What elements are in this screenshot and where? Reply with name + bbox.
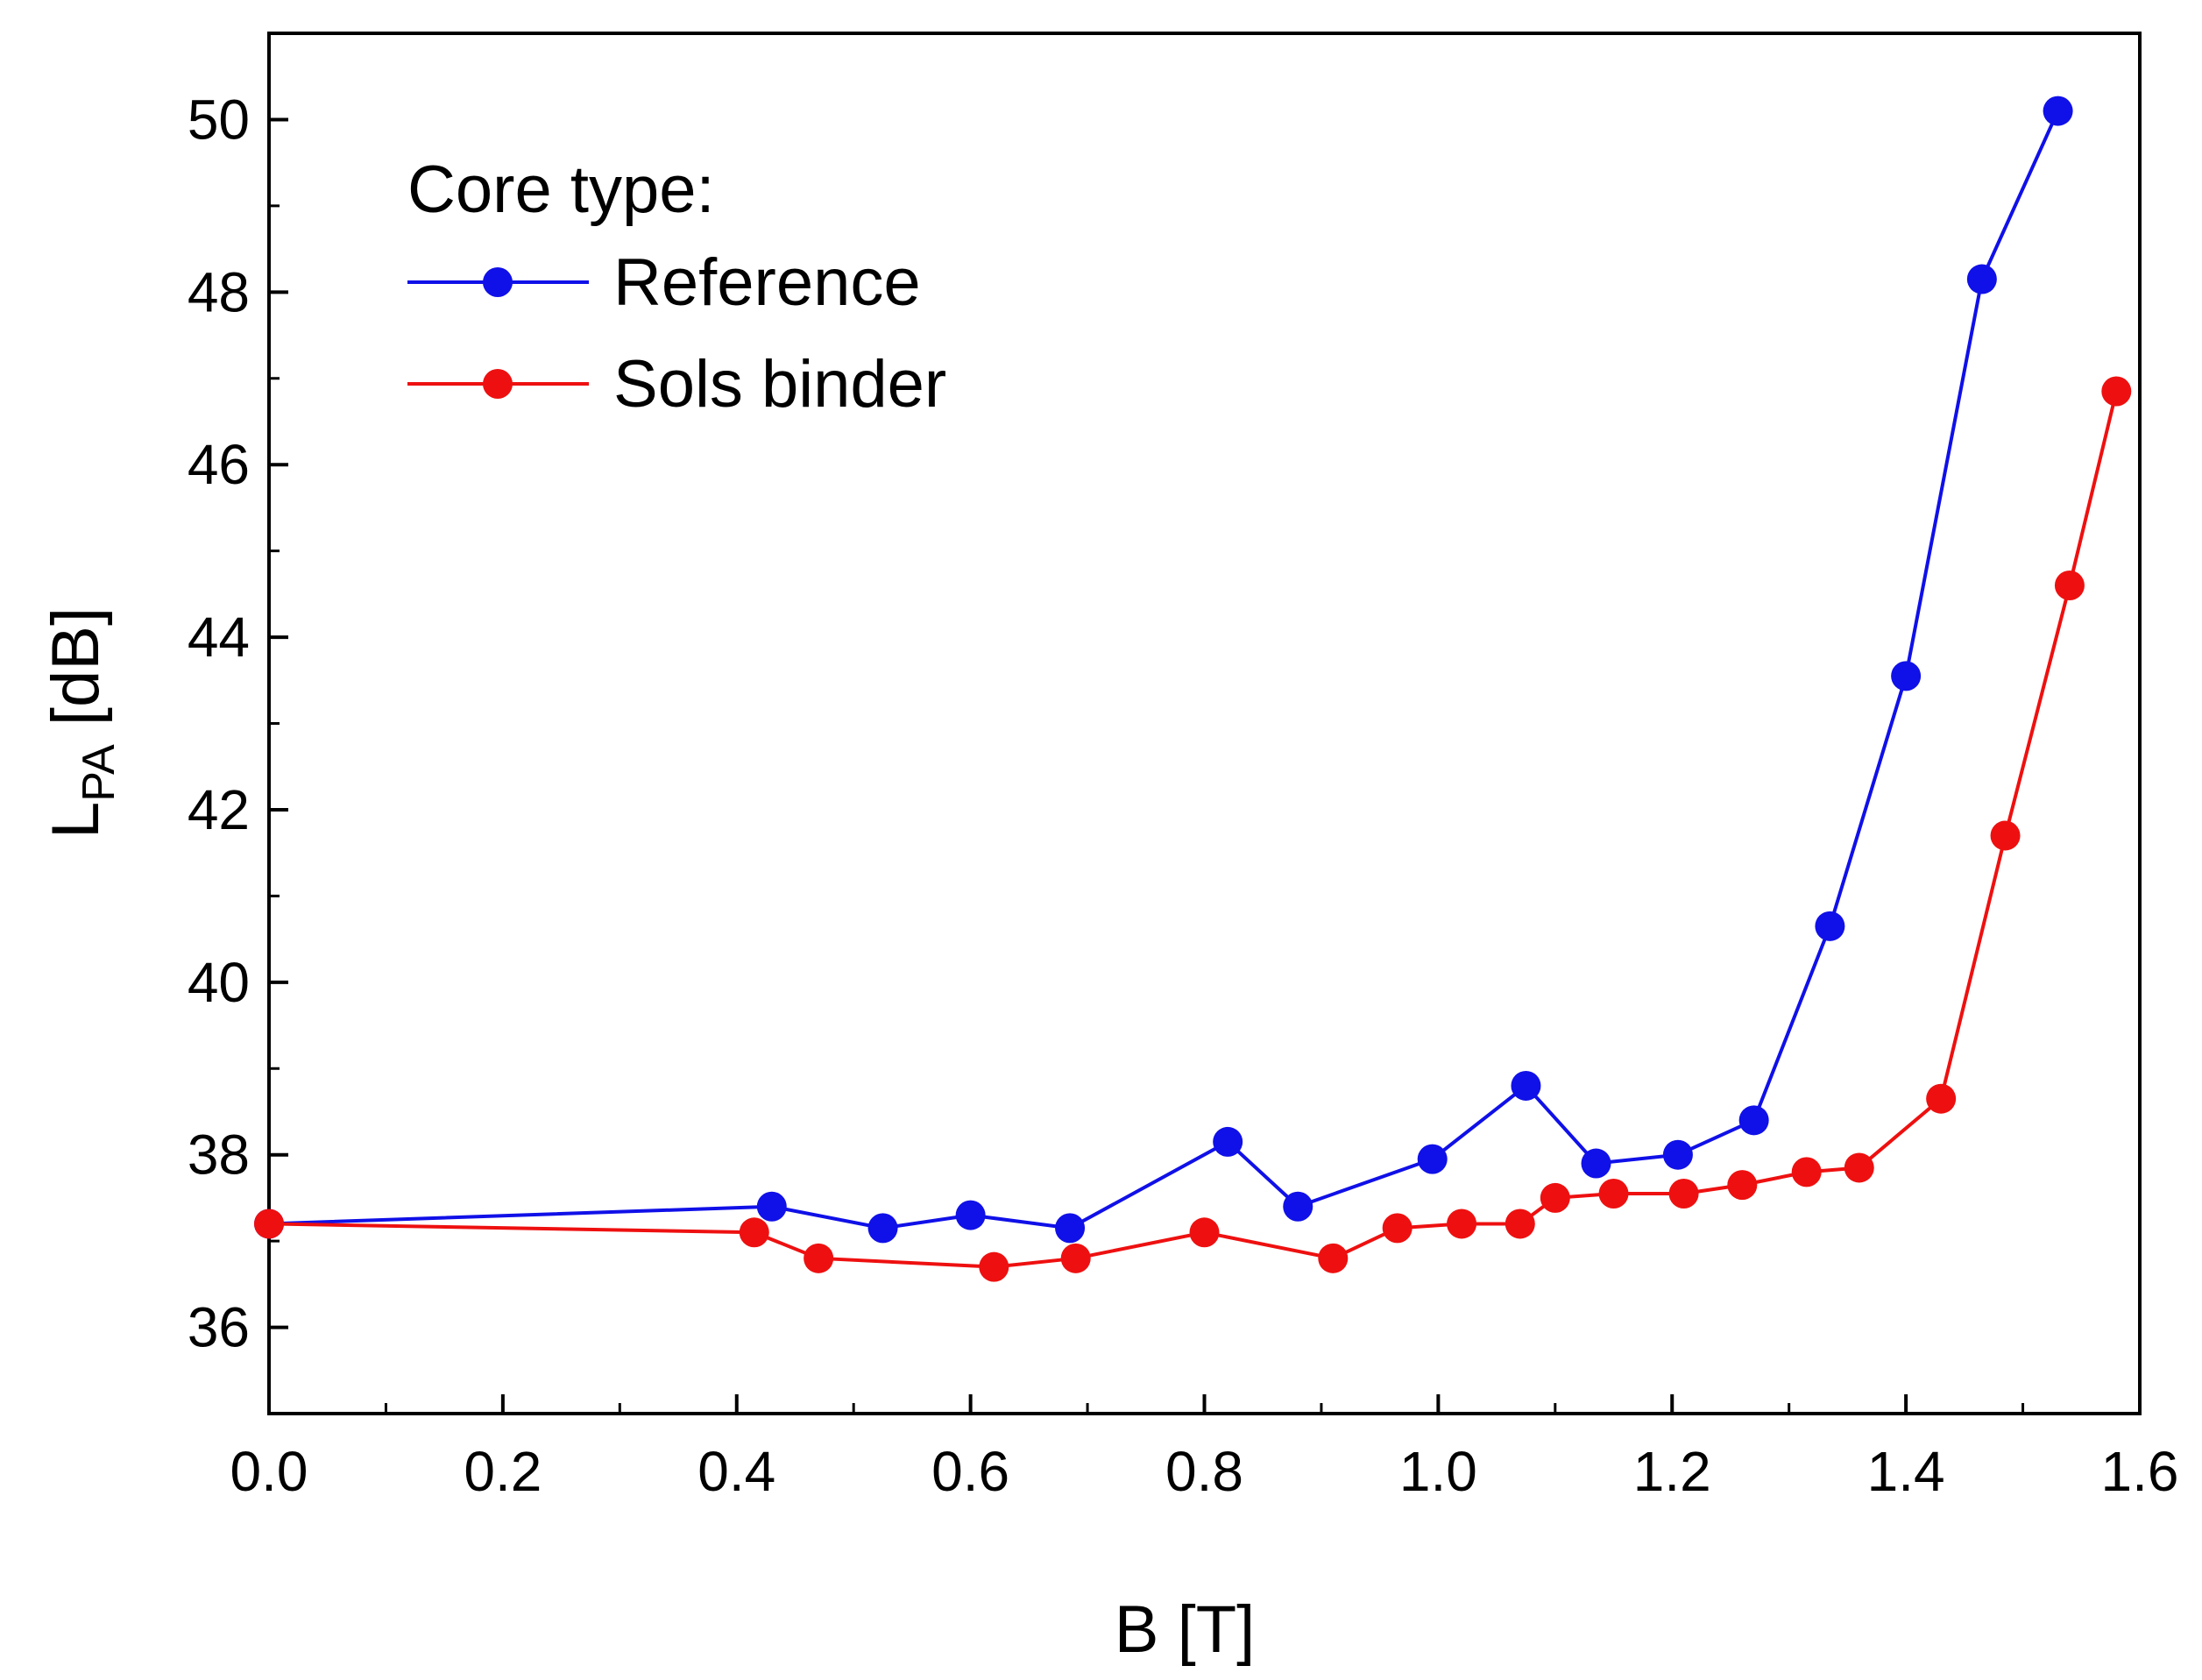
- data-point-sols-binder: [804, 1243, 834, 1273]
- x-tick-label: 0.0: [230, 1440, 308, 1503]
- series-line-reference: [268, 110, 2060, 1230]
- data-point-reference: [1662, 1139, 1693, 1170]
- legend-sols-binder-label: Sols binder: [613, 347, 946, 422]
- data-point-sols-binder: [739, 1217, 769, 1248]
- x-tick-label: 1.4: [1867, 1440, 1945, 1503]
- data-point-sols-binder: [1727, 1170, 1758, 1201]
- data-point-reference: [1738, 1105, 1769, 1136]
- x-axis-title: B [T]: [1115, 1592, 1255, 1667]
- legend-item-sols-binder: Sols binder: [407, 347, 946, 422]
- plot-frame: [267, 32, 2142, 1415]
- legend-sols-binder-marker: [483, 369, 513, 399]
- series-layer: [254, 96, 2132, 1282]
- x-tick-label: 1.6: [2101, 1440, 2179, 1503]
- y-tick-label: 50: [188, 88, 250, 151]
- data-point-sols-binder: [1668, 1178, 1699, 1209]
- data-point-reference: [1815, 911, 1845, 941]
- data-point-reference: [1966, 264, 1997, 294]
- y-tick-label: 36: [188, 1296, 250, 1359]
- legend-reference-marker: [483, 267, 513, 297]
- y-tick-label: 46: [188, 433, 250, 496]
- data-point-reference: [867, 1213, 898, 1244]
- y-axis-title: LPA [dB]: [39, 607, 124, 839]
- data-point-sols-binder: [2054, 571, 2085, 600]
- data-point-reference: [1417, 1144, 1448, 1174]
- series-sols-binder: [254, 376, 2132, 1282]
- y-tick-label: 42: [188, 778, 250, 841]
- x-tick-label: 1.0: [1399, 1440, 1477, 1503]
- data-point-sols-binder: [2101, 376, 2132, 407]
- svg-text:LPA [dB]: LPA [dB]: [39, 607, 124, 839]
- data-point-reference: [2043, 96, 2073, 126]
- data-point-sols-binder: [1791, 1157, 1822, 1187]
- x-axis: 0.0 0.2 0.4 0.6 0.8 1.0 1.2 1.4 1.6: [230, 1394, 2179, 1503]
- data-point-sols-binder: [1844, 1152, 1874, 1183]
- x-tick-label: 0.8: [1165, 1440, 1243, 1503]
- y-axis-title-sub: PA: [74, 744, 124, 802]
- data-point-sols-binder: [1990, 820, 2021, 851]
- x-tick-label: 0.4: [697, 1440, 775, 1503]
- x-tick-label: 0.6: [931, 1440, 1009, 1503]
- data-point-reference: [1581, 1148, 1611, 1179]
- data-point-reference: [1891, 661, 1922, 691]
- data-point-sols-binder: [1447, 1209, 1477, 1239]
- x-tick-label: 0.2: [464, 1440, 542, 1503]
- data-point-reference: [1511, 1070, 1541, 1101]
- y-axis-title-unit: [dB]: [39, 607, 113, 744]
- series-line-sols-binder: [268, 391, 2119, 1269]
- data-point-sols-binder: [1189, 1217, 1220, 1248]
- data-point-sols-binder: [1926, 1083, 1957, 1114]
- data-point-reference: [1055, 1213, 1086, 1244]
- data-point-reference: [955, 1200, 986, 1230]
- y-tick-label: 38: [188, 1124, 250, 1187]
- y-tick-label: 40: [188, 951, 250, 1014]
- legend: Core type: Reference Sols binder: [407, 152, 946, 422]
- data-point-sols-binder: [1540, 1182, 1570, 1213]
- data-point-sols-binder: [254, 1209, 284, 1239]
- series-reference: [254, 96, 2073, 1244]
- x-tick-label: 1.2: [1633, 1440, 1711, 1503]
- data-point-sols-binder: [1382, 1213, 1413, 1244]
- y-tick-label: 48: [188, 260, 250, 323]
- y-axis: 36 38 40 42 44 46 48 50: [188, 32, 288, 1415]
- y-tick-label: 44: [188, 606, 250, 669]
- data-point-reference: [1283, 1191, 1313, 1222]
- legend-item-reference: Reference: [407, 245, 921, 320]
- legend-title: Core type:: [407, 152, 715, 227]
- data-point-sols-binder: [1060, 1243, 1091, 1273]
- data-point-sols-binder: [1318, 1243, 1349, 1273]
- data-point-reference: [756, 1191, 787, 1222]
- data-point-reference: [1213, 1126, 1243, 1157]
- legend-reference-label: Reference: [613, 245, 921, 320]
- y-axis-title-main: L: [39, 802, 113, 839]
- data-point-sols-binder: [979, 1251, 1009, 1282]
- data-point-sols-binder: [1598, 1178, 1629, 1209]
- data-point-sols-binder: [1505, 1209, 1535, 1239]
